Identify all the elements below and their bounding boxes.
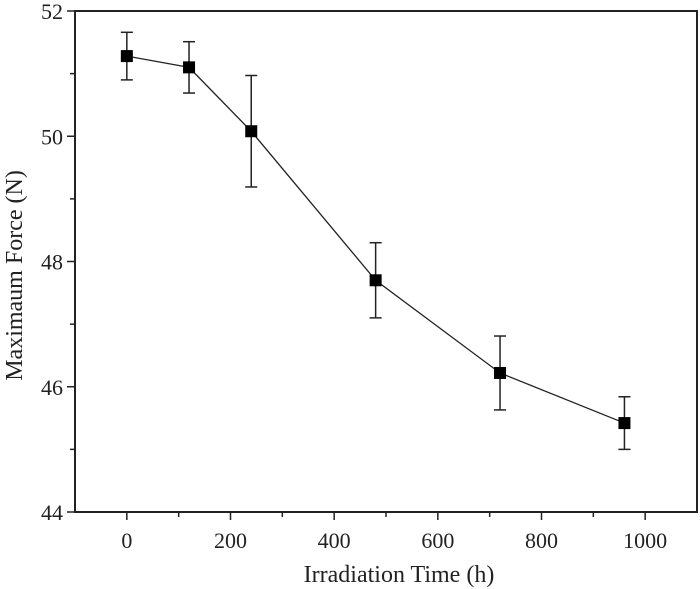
data-markers — [120, 50, 631, 430]
tick-labels: 0 200 400 600 800 1000 44 46 48 50 52 — [41, 0, 667, 553]
series-line — [126, 55, 625, 424]
y-tick-label: 48 — [41, 250, 63, 275]
data-point — [120, 50, 133, 63]
x-tick-label: 800 — [525, 528, 558, 553]
x-tick-label: 600 — [421, 528, 454, 553]
error-bars — [120, 31, 631, 451]
data-point — [183, 61, 196, 74]
x-tick-label: 400 — [318, 528, 351, 553]
x-tick-label: 200 — [214, 528, 247, 553]
data-point — [618, 417, 631, 430]
plot-frame — [74, 10, 698, 513]
data-point — [369, 274, 382, 287]
x-tick-label: 0 — [121, 528, 132, 553]
y-tick-label: 50 — [41, 124, 63, 149]
data-point — [245, 125, 258, 138]
data-point — [494, 366, 507, 379]
y-tick-label: 46 — [41, 375, 63, 400]
y-axis-label: Maximaum Force (N) — [2, 170, 28, 381]
x-axis-label: Irradiation Time (h) — [304, 562, 495, 588]
axis-ticks — [67, 10, 646, 520]
y-tick-label: 52 — [41, 0, 63, 24]
x-tick-label: 1000 — [623, 528, 667, 553]
y-tick-label: 44 — [41, 500, 63, 525]
